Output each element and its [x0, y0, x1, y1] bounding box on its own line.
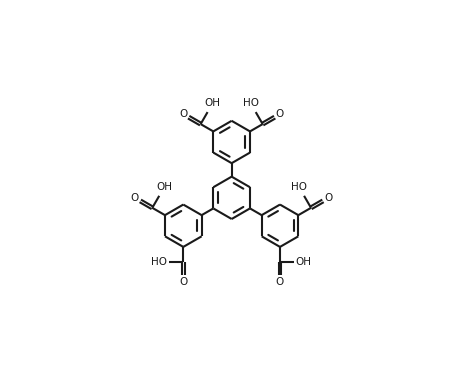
Text: HO: HO — [151, 257, 167, 266]
Text: O: O — [275, 109, 284, 119]
Text: O: O — [179, 109, 187, 119]
Text: OH: OH — [295, 257, 311, 266]
Text: HO: HO — [290, 182, 306, 192]
Text: OH: OH — [204, 98, 220, 108]
Text: O: O — [323, 193, 332, 203]
Text: O: O — [275, 277, 284, 287]
Text: HO: HO — [242, 98, 258, 108]
Text: O: O — [179, 277, 187, 287]
Text: OH: OH — [156, 182, 172, 192]
Text: O: O — [130, 193, 139, 203]
